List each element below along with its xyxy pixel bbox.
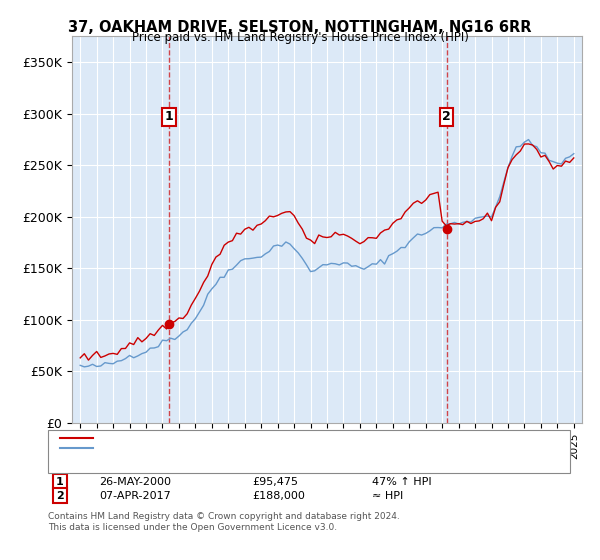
Text: £188,000: £188,000 bbox=[252, 491, 305, 501]
Text: 37, OAKHAM DRIVE, SELSTON, NOTTINGHAM, NG16 6RR: 37, OAKHAM DRIVE, SELSTON, NOTTINGHAM, N… bbox=[68, 20, 532, 35]
Text: 2: 2 bbox=[56, 491, 64, 501]
Text: HPI: Average price, detached house, Ashfield: HPI: Average price, detached house, Ashf… bbox=[96, 443, 331, 453]
Text: 07-APR-2017: 07-APR-2017 bbox=[99, 491, 171, 501]
Text: 26-MAY-2000: 26-MAY-2000 bbox=[99, 477, 171, 487]
Text: 47% ↑ HPI: 47% ↑ HPI bbox=[372, 477, 431, 487]
Text: 1: 1 bbox=[164, 110, 173, 123]
Text: 2: 2 bbox=[442, 110, 451, 123]
Text: ≈ HPI: ≈ HPI bbox=[372, 491, 403, 501]
Text: Price paid vs. HM Land Registry's House Price Index (HPI): Price paid vs. HM Land Registry's House … bbox=[131, 31, 469, 44]
Text: £95,475: £95,475 bbox=[252, 477, 298, 487]
Text: Contains HM Land Registry data © Crown copyright and database right 2024.
This d: Contains HM Land Registry data © Crown c… bbox=[48, 512, 400, 532]
Text: 1: 1 bbox=[56, 477, 64, 487]
Text: 37, OAKHAM DRIVE, SELSTON, NOTTINGHAM, NG16 6RR (detached house): 37, OAKHAM DRIVE, SELSTON, NOTTINGHAM, N… bbox=[96, 433, 484, 443]
